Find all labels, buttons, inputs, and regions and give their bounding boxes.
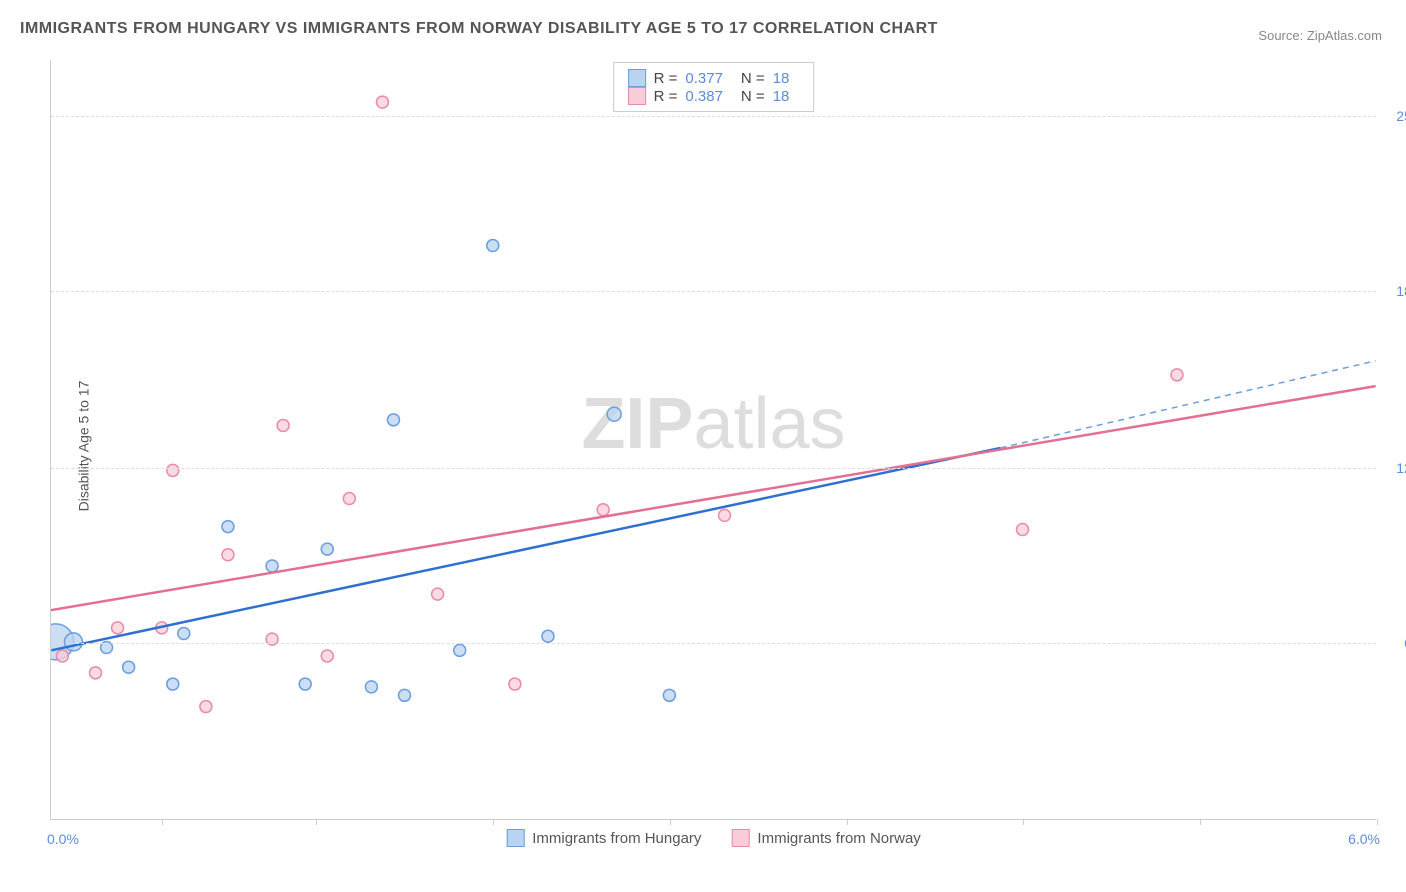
data-point (719, 509, 731, 521)
source-attribution: Source: ZipAtlas.com (1258, 28, 1382, 43)
x-tick (162, 819, 163, 825)
legend-item-norway: Immigrants from Norway (731, 829, 920, 847)
legend-item-hungary: Immigrants from Hungary (506, 829, 701, 847)
r-label: R = (654, 88, 678, 105)
n-label: N = (741, 70, 765, 87)
gridline (51, 116, 1376, 117)
data-point (607, 407, 621, 421)
source-link[interactable]: ZipAtlas.com (1307, 28, 1382, 43)
data-point (266, 560, 278, 572)
x-tick (670, 819, 671, 825)
swatch-hungary (506, 829, 524, 847)
data-point (376, 96, 388, 108)
data-point (542, 630, 554, 642)
r-value: 0.387 (685, 88, 723, 105)
data-point (1017, 523, 1029, 535)
data-point (487, 240, 499, 252)
correlation-legend: R = 0.377 N = 18 R = 0.387 N = 18 (613, 62, 815, 112)
x-min-label: 0.0% (47, 831, 79, 847)
data-point (321, 650, 333, 662)
data-point (509, 678, 521, 690)
x-tick (1023, 819, 1024, 825)
data-point (663, 689, 675, 701)
data-point (167, 678, 179, 690)
y-tick-label: 25.0% (1381, 108, 1406, 124)
x-max-label: 6.0% (1348, 831, 1380, 847)
data-point (399, 689, 411, 701)
x-tick (847, 819, 848, 825)
n-label: N = (741, 88, 765, 105)
legend-label: Immigrants from Norway (757, 830, 920, 847)
legend-row: R = 0.377 N = 18 (628, 69, 800, 87)
gridline (51, 643, 1376, 644)
data-point (454, 644, 466, 656)
data-point (167, 464, 179, 476)
data-point (200, 701, 212, 713)
r-label: R = (654, 70, 678, 87)
swatch-norway (731, 829, 749, 847)
data-point (222, 521, 234, 533)
data-point (321, 543, 333, 555)
legend-row: R = 0.387 N = 18 (628, 87, 800, 105)
data-point (222, 549, 234, 561)
watermark: ZIPatlas (581, 383, 845, 465)
x-tick (493, 819, 494, 825)
data-point (112, 622, 124, 634)
data-point (343, 493, 355, 505)
trend-line-extrapolated (1000, 361, 1375, 448)
y-tick-label: 12.5% (1381, 460, 1406, 476)
data-point (277, 419, 289, 431)
watermark-bold: ZIP (581, 384, 693, 464)
data-point (597, 504, 609, 516)
n-value: 18 (773, 88, 790, 105)
y-tick-label: 6.3% (1381, 635, 1406, 651)
chart-svg (51, 60, 1376, 819)
x-tick (1377, 819, 1378, 825)
x-tick (316, 819, 317, 825)
data-point (299, 678, 311, 690)
data-point (432, 588, 444, 600)
data-point (387, 414, 399, 426)
swatch-hungary (628, 69, 646, 87)
watermark-light: atlas (693, 384, 845, 464)
y-tick-label: 18.8% (1381, 283, 1406, 299)
series-legend: Immigrants from Hungary Immigrants from … (506, 829, 921, 847)
swatch-norway (628, 87, 646, 105)
data-point (178, 627, 190, 639)
n-value: 18 (773, 70, 790, 87)
plot-area: ZIPatlas R = 0.377 N = 18 R = 0.387 N = … (50, 60, 1376, 820)
data-point (1171, 369, 1183, 381)
trend-line (51, 386, 1376, 614)
gridline (51, 291, 1376, 292)
data-point (56, 650, 68, 662)
data-point (90, 667, 102, 679)
legend-label: Immigrants from Hungary (532, 830, 701, 847)
data-point (156, 622, 168, 634)
data-point (365, 681, 377, 693)
data-point (123, 661, 135, 673)
r-value: 0.377 (685, 70, 723, 87)
chart-title: IMMIGRANTS FROM HUNGARY VS IMMIGRANTS FR… (20, 20, 938, 38)
trend-line (51, 448, 1000, 650)
x-tick (1200, 819, 1201, 825)
gridline (51, 468, 1376, 469)
source-label: Source: (1258, 28, 1303, 43)
